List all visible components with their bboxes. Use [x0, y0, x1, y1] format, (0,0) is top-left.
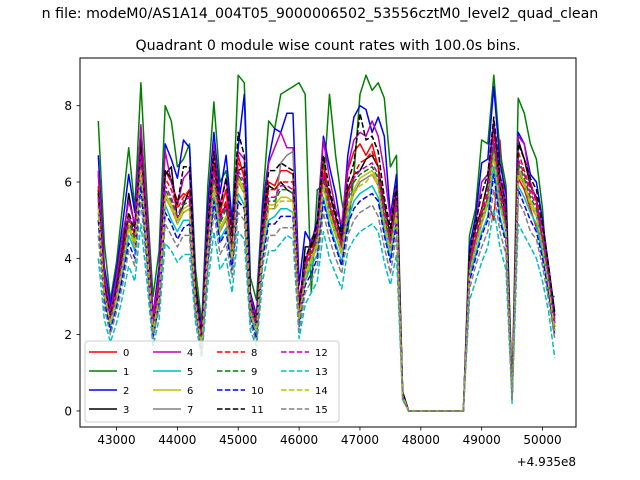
legend-label-15: 15 — [315, 405, 328, 416]
series-line-10 — [97, 173, 556, 412]
y-tick-label: 0 — [64, 404, 72, 418]
series-line-2 — [97, 85, 556, 412]
legend-label-8: 8 — [251, 348, 257, 359]
legend-frame — [84, 340, 340, 423]
chart-title: Quadrant 0 module wise count rates with … — [135, 38, 520, 54]
x-tick-label: 45000 — [219, 433, 257, 447]
x-tick-label: 43000 — [97, 433, 135, 447]
legend-label-2: 2 — [123, 386, 129, 397]
y-tick-label: 6 — [64, 176, 72, 190]
series-line-8 — [97, 135, 556, 412]
x-axis-ticks: 43000 44000 45000 46000 47000 48000 49000 50000 — [97, 427, 562, 447]
y-axis-ticks: 0 2 4 6 8 — [64, 99, 80, 418]
x-tick-label: 50000 — [523, 433, 561, 447]
y-tick-label: 4 — [64, 252, 72, 266]
series-line-5 — [97, 166, 556, 412]
series-line-12 — [97, 139, 556, 412]
legend-label-4: 4 — [187, 348, 193, 359]
legend-label-0: 0 — [123, 348, 129, 359]
x-tick-label: 49000 — [463, 433, 501, 447]
legend-label-6: 6 — [187, 386, 193, 397]
x-tick-label: 47000 — [341, 433, 379, 447]
x-axis-offset-label: +4.935e8 — [517, 455, 576, 469]
legend-label-10: 10 — [251, 386, 264, 397]
legend-label-12: 12 — [315, 348, 328, 359]
series-line-11 — [97, 112, 556, 412]
x-tick-label: 48000 — [402, 433, 440, 447]
y-tick-label: 2 — [64, 328, 72, 342]
plot-series — [97, 74, 556, 412]
legend-label-11: 11 — [251, 405, 264, 416]
series-line-14 — [97, 154, 556, 412]
legend-label-7: 7 — [187, 405, 193, 416]
legend-label-14: 14 — [315, 386, 328, 397]
x-tick-label: 44000 — [158, 433, 196, 447]
legend-label-1: 1 — [123, 367, 129, 378]
figure-suptitle: n file: modeM0/AS1A14_004T05_9000006502_… — [42, 6, 599, 22]
y-tick-label: 8 — [64, 99, 72, 113]
series-line-4 — [97, 120, 556, 412]
x-tick-label: 46000 — [280, 433, 318, 447]
legend-label-5: 5 — [187, 367, 193, 378]
series-line-15 — [97, 188, 556, 412]
legend-label-9: 9 — [251, 367, 257, 378]
legend-label-13: 13 — [315, 367, 328, 378]
series-line-1 — [97, 74, 555, 412]
series-line-13 — [97, 207, 556, 412]
legend-label-3: 3 — [123, 405, 129, 416]
axes-frame — [79, 57, 577, 428]
